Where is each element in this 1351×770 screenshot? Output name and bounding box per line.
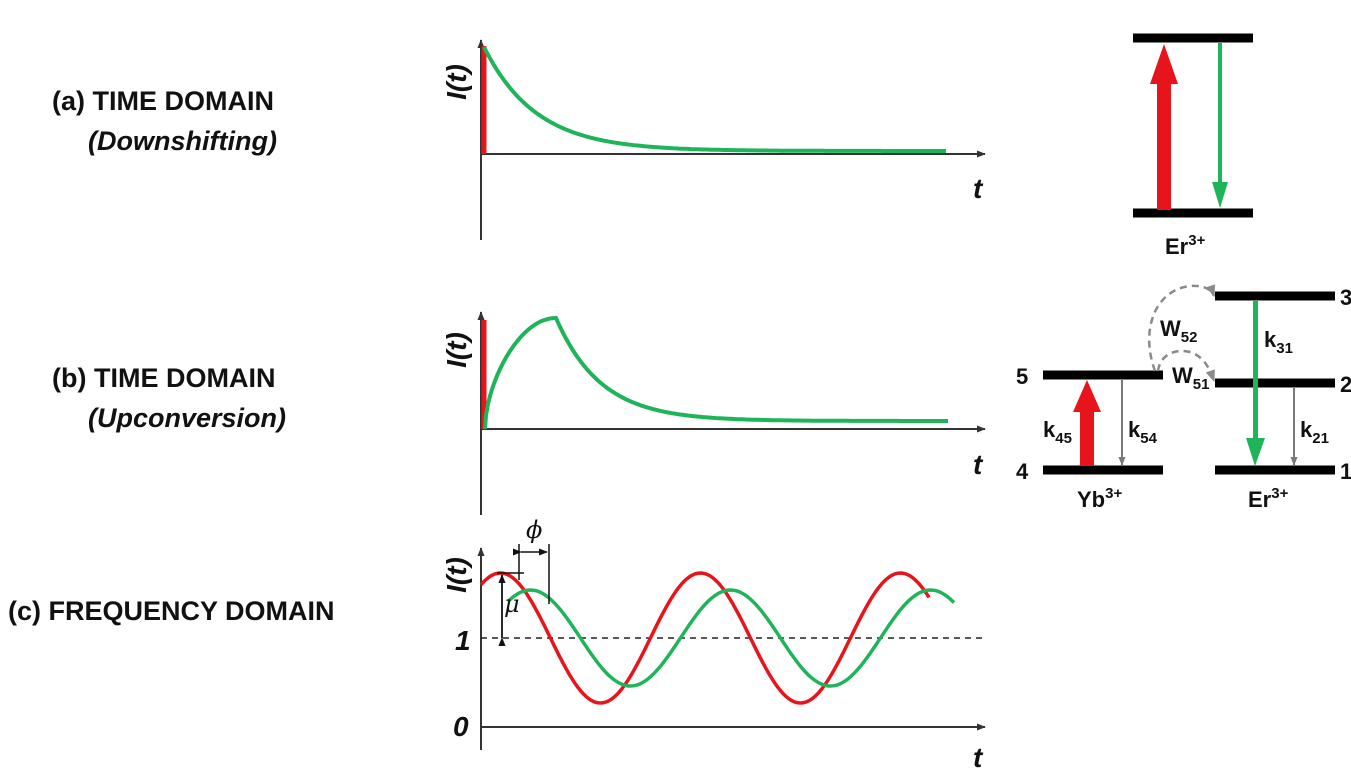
absorption-arrow-a-head xyxy=(1150,44,1178,84)
excitation-sine xyxy=(479,571,931,705)
level-number-1: 1 xyxy=(1340,459,1351,484)
level-number-5: 5 xyxy=(1016,364,1028,389)
er-a-ion-label: Er3+ xyxy=(1165,232,1206,259)
panel-c-title: (c) FREQUENCY DOMAIN xyxy=(8,596,335,626)
panel-a-title: (a) TIME DOMAIN xyxy=(52,86,274,116)
level-number-4: 4 xyxy=(1016,459,1029,484)
rate-k21: k21 xyxy=(1300,417,1329,447)
rate-k31: k31 xyxy=(1264,327,1293,357)
level-number-2: 2 xyxy=(1340,372,1351,397)
plot-a-y-label: I(t) xyxy=(441,64,472,100)
energy-diagram-b: 5 4 3 2 1 W52 W51 k31 k45 k54 k21 Yb3+ E… xyxy=(1016,284,1351,512)
absorption-arrow-a xyxy=(1157,82,1171,210)
rate-k54: k54 xyxy=(1128,417,1158,447)
er-emission-arrow xyxy=(1253,301,1258,439)
panel-b-subtitle: (Upconversion) xyxy=(88,403,286,433)
er-emission-arrow-head xyxy=(1246,438,1265,466)
emission-sine xyxy=(506,588,956,688)
plot-b-x-label: t xyxy=(973,449,984,480)
decay-curve-a xyxy=(482,46,946,153)
energy-transfer-w52 xyxy=(1147,284,1216,372)
er-b-ion-label: Er3+ xyxy=(1248,485,1289,512)
level-number-3: 3 xyxy=(1340,285,1351,310)
plot-c: I(t) 1 0 t μ ϕ xyxy=(441,516,986,770)
panel-a-subtitle: (Downshifting) xyxy=(88,126,277,156)
mu-symbol: μ xyxy=(504,590,520,618)
plot-c-y-label: I(t) xyxy=(441,557,472,593)
panel-b-title: (b) TIME DOMAIN xyxy=(52,363,275,393)
energy-diagram-a: Er3+ xyxy=(1133,33,1253,259)
yb-ion-label: Yb3+ xyxy=(1077,485,1122,512)
plot-a: I(t) t xyxy=(441,39,986,240)
plot-c-x-label: t xyxy=(973,742,984,770)
plot-b: I(t) t xyxy=(441,311,986,515)
rate-w51: W51 xyxy=(1172,363,1209,393)
emission-arrow-a xyxy=(1218,43,1222,183)
tick-one: 1 xyxy=(455,625,471,656)
upconversion-curve-b xyxy=(483,315,948,430)
yb-absorption-arrow xyxy=(1080,410,1094,466)
rate-k45: k45 xyxy=(1043,417,1072,447)
phi-symbol: ϕ xyxy=(526,516,542,544)
tick-zero: 0 xyxy=(453,711,469,742)
plot-b-y-label: I(t) xyxy=(441,332,472,368)
yb-absorption-arrow-head xyxy=(1073,380,1101,412)
emission-arrow-a-head xyxy=(1212,182,1228,208)
energy-transfer-w51 xyxy=(1156,349,1216,383)
rate-w52: W52 xyxy=(1160,316,1197,346)
plot-a-x-label: t xyxy=(973,173,984,204)
